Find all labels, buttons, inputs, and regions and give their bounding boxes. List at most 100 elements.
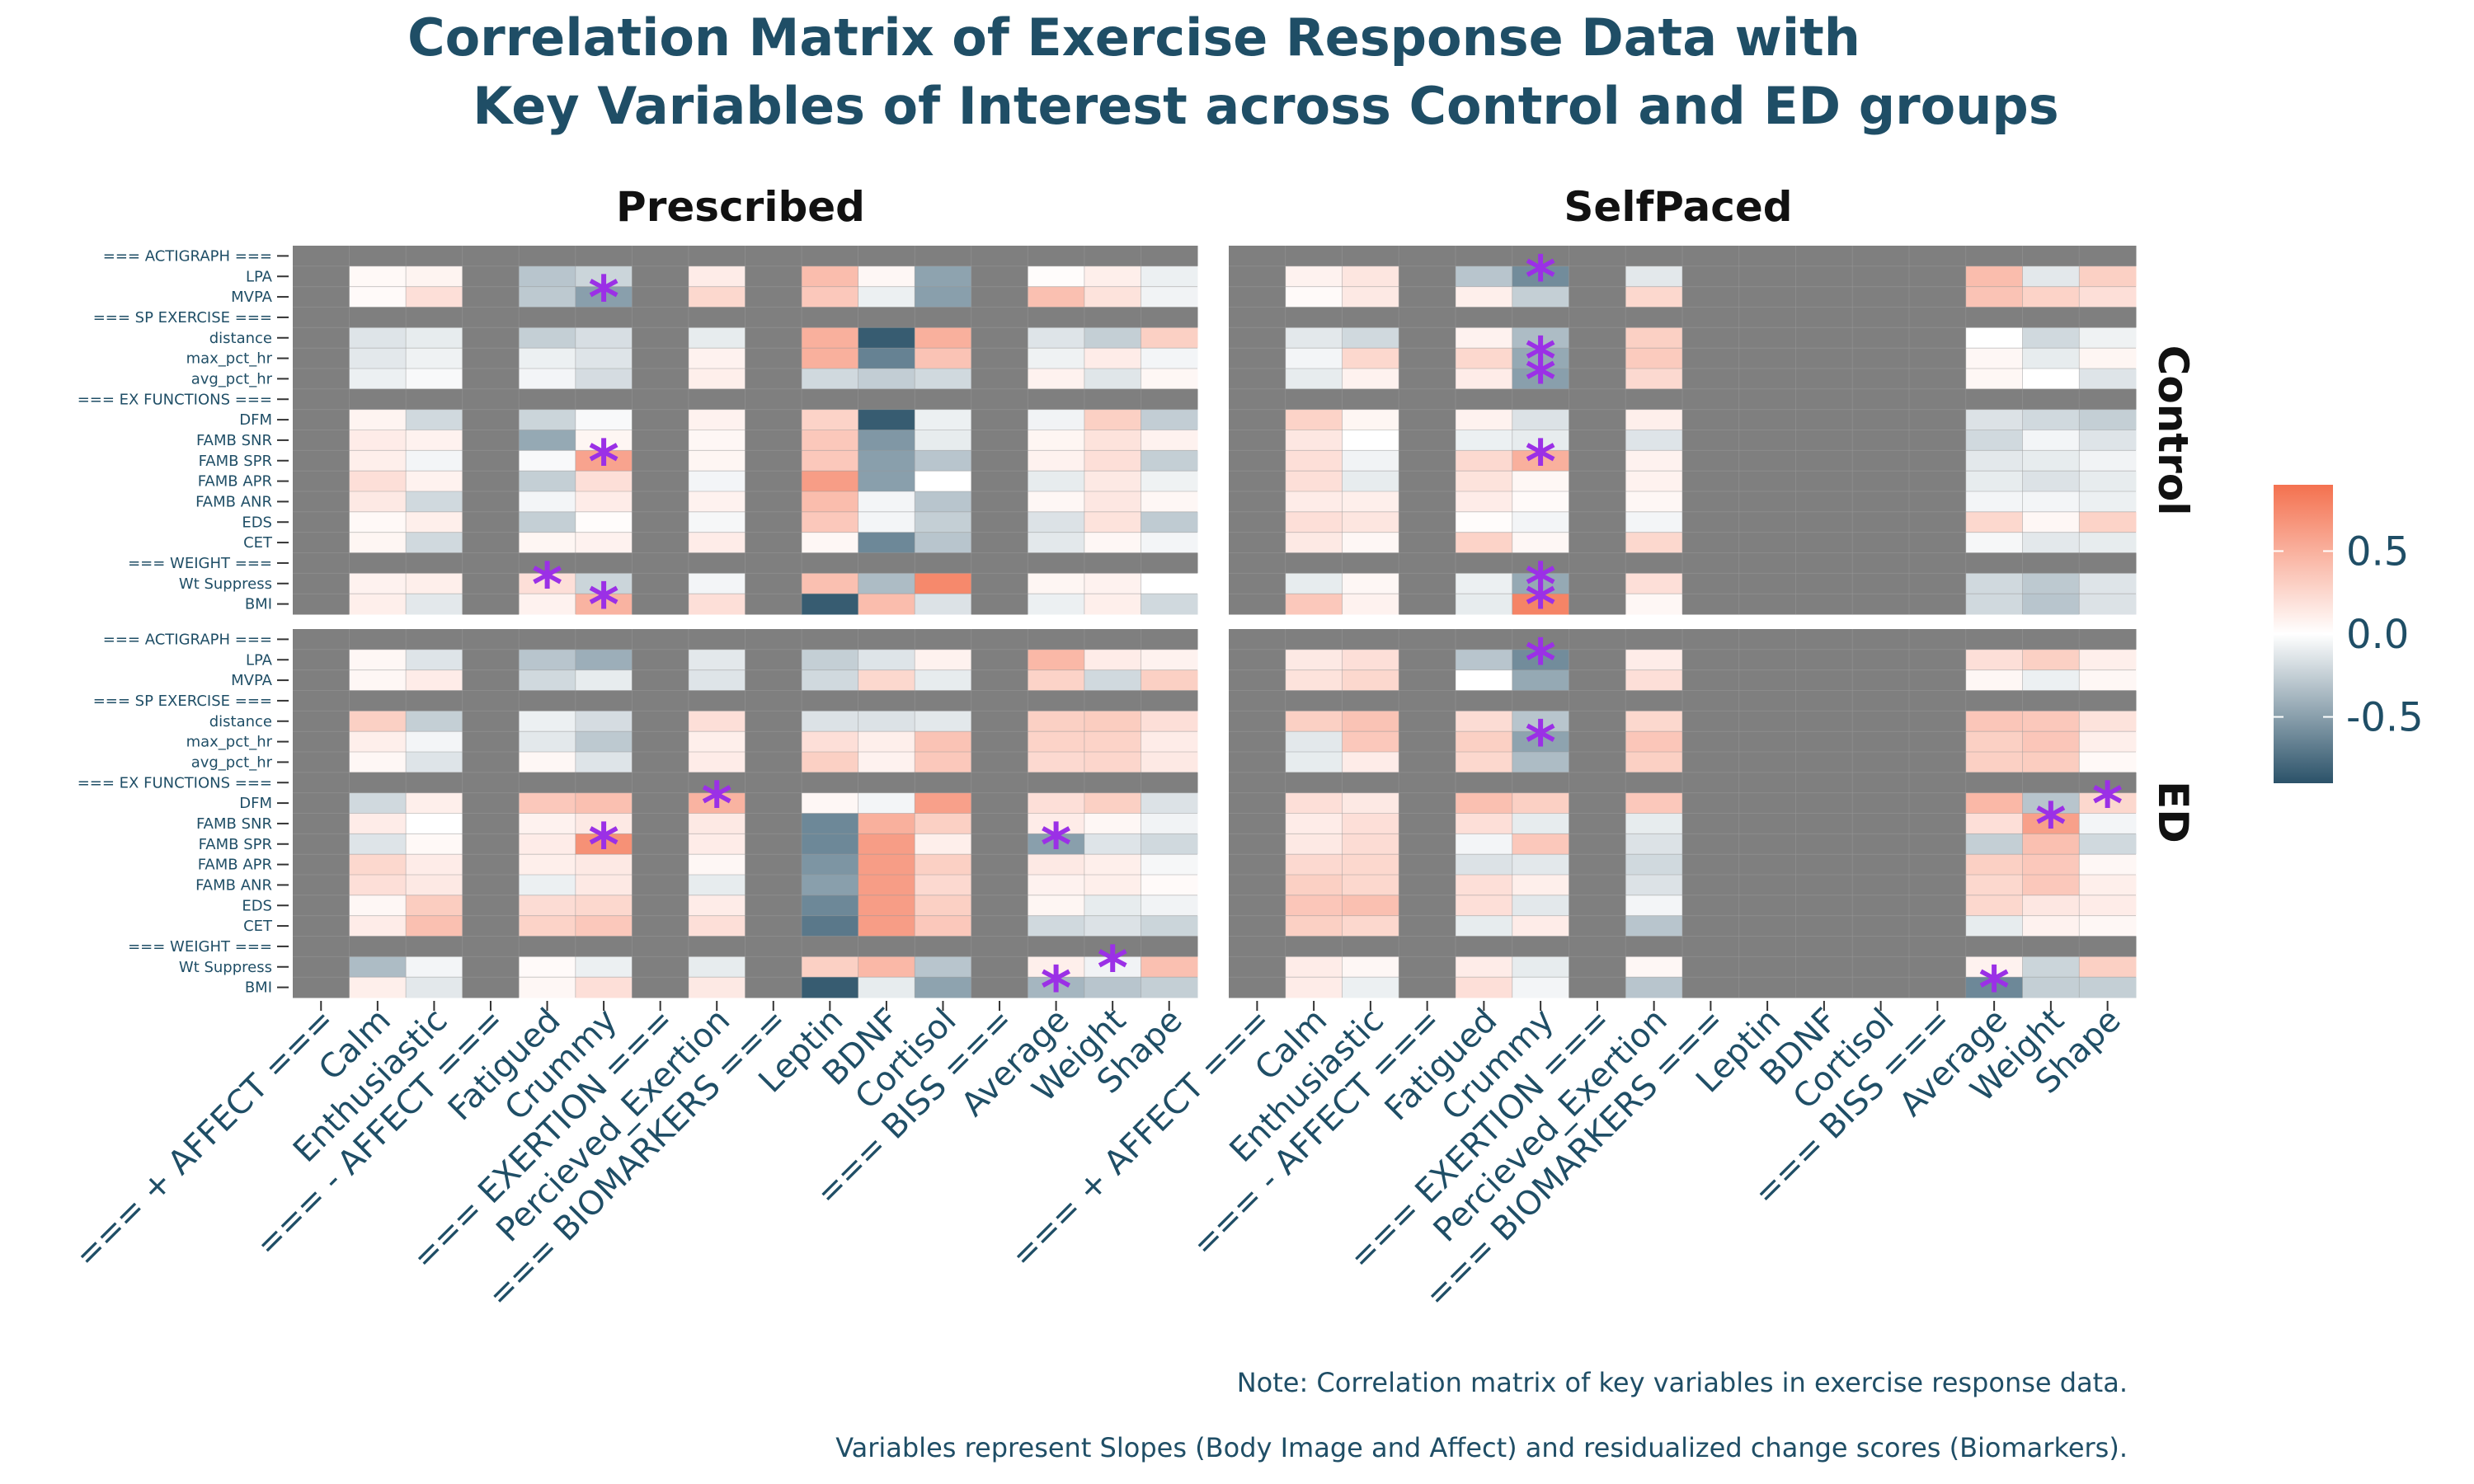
heatmap-cell: [1285, 629, 1343, 650]
heatmap-cell: [519, 915, 576, 937]
heatmap-cell: [1399, 752, 1456, 773]
heatmap-cell: [858, 813, 915, 834]
heatmap-cell: [1625, 430, 1683, 451]
heatmap-cell: [971, 265, 1028, 288]
heatmap-cell: [1852, 327, 1910, 349]
heatmap-cell: [1141, 956, 1198, 978]
heatmap-cell: [1852, 875, 1910, 896]
heatmap-cell: [575, 690, 633, 711]
heatmap-cell: [1965, 327, 2023, 349]
heatmap-cell: [1342, 450, 1399, 472]
heatmap-cell: [802, 307, 859, 328]
heatmap-cell: [1342, 594, 1399, 615]
heatmap-cell: [688, 792, 745, 814]
heatmap-cell: [293, 307, 350, 328]
heatmap-cell: [688, 409, 745, 430]
heatmap-cell: [1084, 552, 1141, 574]
heatmap-cell: [745, 752, 802, 773]
heatmap-cell: [971, 450, 1028, 472]
heatmap-cell: [632, 669, 689, 691]
heatmap-cell: [1625, 731, 1683, 753]
heatmap-cell: [1141, 752, 1198, 773]
heatmap-cell: [688, 327, 745, 349]
heatmap-cell: [575, 669, 633, 691]
heatmap-cell: [1569, 430, 1626, 451]
heatmap-cell: [1795, 915, 1853, 937]
heatmap-cell: [1028, 594, 1085, 615]
heatmap-cell: [1399, 834, 1456, 855]
heatmap-cell: [575, 854, 633, 876]
heatmap-cell: [1569, 772, 1626, 794]
heatmap-cell: [1028, 573, 1085, 594]
heatmap-cell: [1084, 731, 1141, 753]
heatmap-cell: [1141, 409, 1198, 430]
heatmap-cell: [293, 265, 350, 288]
heatmap-cell: [1285, 669, 1343, 691]
heatmap-cell: [915, 430, 972, 451]
heatmap-cell: [1084, 348, 1141, 369]
heatmap-cell: [2079, 532, 2137, 553]
heatmap-cell: [406, 552, 463, 574]
heatmap-cell: [802, 813, 859, 834]
heatmap-cell: [1738, 388, 1796, 411]
heatmap-cell: [293, 956, 350, 978]
heatmap-cell: [1625, 649, 1683, 671]
significance-star: *: [588, 810, 619, 880]
heatmap-cell: [293, 731, 350, 753]
heatmap-cell: [1342, 573, 1399, 594]
heatmap-cell: [1738, 430, 1796, 451]
heatmap-cell: [406, 895, 463, 917]
chart-title-line1: Correlation Matrix of Exercise Response …: [407, 7, 1860, 68]
heatmap-cell: [688, 629, 745, 650]
heatmap-cell: [1682, 265, 1740, 288]
heatmap-cell: [1028, 388, 1085, 411]
heatmap-cell: [1342, 409, 1399, 430]
y-axis-label: MVPA: [231, 672, 273, 689]
heatmap-cell: [802, 532, 859, 553]
heatmap-cell: [519, 752, 576, 773]
heatmap-cell: [1795, 307, 1853, 328]
heatmap-cell: [462, 265, 520, 288]
heatmap-cell: [858, 594, 915, 615]
heatmap-cell: [2079, 731, 2137, 753]
heatmap-cell: [349, 772, 407, 794]
heatmap-cell: [1852, 669, 1910, 691]
y-axis-label: LPA: [246, 268, 273, 285]
heatmap-cell: [1229, 813, 1286, 834]
heatmap-cell: [1795, 629, 1853, 650]
heatmap-cell: [1738, 286, 1796, 308]
significance-star: *: [1525, 427, 1556, 496]
heatmap-cell: [1229, 875, 1286, 896]
heatmap-cell: [519, 491, 576, 513]
heatmap-cell: [293, 854, 350, 876]
heatmap-cell: [802, 511, 859, 533]
heatmap-cell: [1456, 450, 1513, 472]
heatmap-cell: [1399, 915, 1456, 937]
heatmap-cell: [1795, 388, 1853, 411]
heatmap-cell: [632, 854, 689, 876]
heatmap-cell: [1456, 895, 1513, 917]
heatmap-cell: [971, 430, 1028, 451]
heatmap-cell: [745, 895, 802, 917]
heatmap-cell: [1852, 629, 1910, 650]
heatmap-cell: [1285, 875, 1343, 896]
heatmap-cell: [1285, 772, 1343, 794]
heatmap-cell: [1965, 511, 2023, 533]
heatmap-cell: [2022, 450, 2080, 472]
heatmap-cell: [1625, 669, 1683, 691]
heatmap-cell: [519, 409, 576, 430]
heatmap-cell: [1965, 307, 2023, 328]
heatmap-cell: [293, 711, 350, 732]
heatmap-cell: [1285, 369, 1343, 390]
heatmap-cell: [575, 875, 633, 896]
heatmap-cell: [802, 936, 859, 957]
heatmap-cell: [1084, 977, 1141, 998]
heatmap-cell: [1852, 731, 1910, 753]
heatmap-cell: [1795, 854, 1853, 876]
heatmap-cell: [688, 430, 745, 451]
heatmap-cell: [858, 348, 915, 369]
heatmap-cell: [406, 977, 463, 998]
heatmap-cell: [1456, 669, 1513, 691]
heatmap-cell: [632, 915, 689, 937]
